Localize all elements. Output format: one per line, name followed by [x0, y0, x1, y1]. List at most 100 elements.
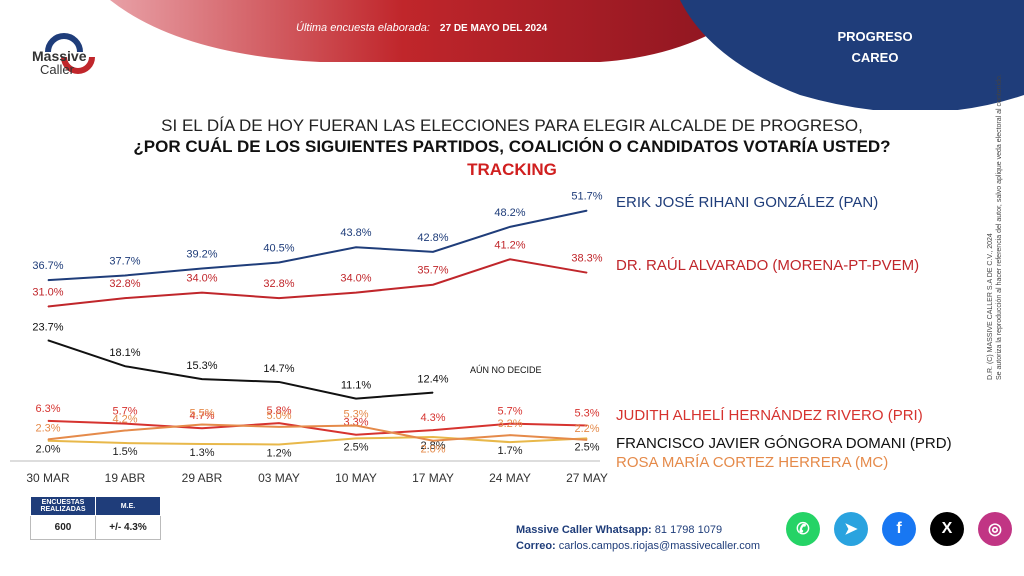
margin-error-value: +/- 4.3%	[95, 515, 161, 540]
data-label-pan: 42.8%	[417, 232, 448, 244]
data-label-mc: 5.0%	[266, 410, 291, 422]
whatsapp-icon[interactable]: ✆	[786, 512, 820, 546]
question-line1: SI EL DÍA DE HOY FUERAN LAS ELECCIONES P…	[161, 116, 863, 135]
data-label-morena: 38.3%	[571, 253, 602, 265]
survey-date-value: 27 DE MAYO DEL 2024	[439, 23, 548, 34]
question-line2: ¿POR CUÁL DE LOS SIGUIENTES PARTIDOS, CO…	[133, 137, 891, 156]
data-point-undecided	[124, 365, 126, 367]
data-point-mc	[509, 434, 511, 436]
data-point-mc	[124, 430, 126, 432]
margin-error-header: M.E.	[95, 496, 161, 516]
data-label-morena: 34.0%	[340, 273, 371, 285]
data-label-morena: 32.8%	[109, 278, 140, 290]
data-label-undecided: 23.7%	[32, 321, 63, 333]
data-point-morena	[124, 297, 126, 299]
series-line-prd	[47, 436, 588, 446]
data-point-mc	[432, 440, 434, 442]
data-label-mc: 2.3%	[35, 422, 60, 434]
data-point-morena	[47, 305, 49, 307]
sample-size-value: 600	[30, 515, 96, 540]
data-label-pan: 40.5%	[263, 243, 294, 255]
data-label-prd: 2.8%	[420, 440, 445, 452]
data-point-morena	[432, 284, 434, 286]
data-label-morena: 31.0%	[32, 286, 63, 298]
data-point-prd	[124, 442, 126, 444]
data-point-mc	[355, 424, 357, 426]
data-point-pan	[355, 246, 357, 248]
x-tick-label: 19 ABR	[105, 471, 146, 485]
instagram-icon[interactable]: ◎	[978, 512, 1012, 546]
data-point-pri	[278, 422, 280, 424]
data-point-pan	[278, 262, 280, 263]
data-point-morena	[586, 272, 588, 274]
legend-morena: DR. RAÚL ALVARADO (MORENA-PT-PVEM)	[616, 257, 919, 274]
data-point-pan	[124, 274, 126, 276]
legend-pri: JUDITH ALHELÍ HERNÁNDEZ RIVERO (PRI)	[616, 407, 923, 424]
data-point-undecided	[47, 339, 49, 341]
data-point-undecided	[355, 398, 357, 400]
legend-undecided: AÚN NO DECIDE	[470, 365, 542, 375]
x-icon[interactable]: X	[930, 512, 964, 546]
data-point-prd	[201, 443, 203, 445]
data-label-pri: 6.3%	[35, 403, 60, 415]
data-label-prd: 1.7%	[497, 445, 522, 457]
data-point-mc	[278, 426, 280, 428]
series-line-pan	[47, 209, 588, 282]
data-label-mc: 4.2%	[112, 414, 137, 426]
data-label-pri: 5.7%	[112, 406, 137, 418]
region-label: PROGRESO CAREO	[820, 26, 930, 68]
data-label-morena: 35.7%	[417, 265, 448, 277]
data-point-pri	[586, 424, 588, 426]
data-label-pan: 36.7%	[32, 260, 63, 272]
data-label-mc: 3.2%	[497, 418, 522, 430]
data-label-undecided: 14.7%	[263, 363, 294, 375]
data-label-mc: 5.3%	[343, 408, 368, 420]
survey-date: Última encuesta elaborada: 27 DE MAYO DEL…	[296, 22, 547, 34]
data-point-pan	[47, 279, 49, 281]
data-point-pri	[201, 427, 203, 429]
data-label-pri: 4.3%	[420, 412, 445, 424]
data-point-pan	[432, 251, 434, 253]
brand-name-line2: Caller	[40, 62, 74, 77]
x-tick-label: 17 MAY	[412, 471, 454, 485]
data-point-undecided	[432, 392, 434, 394]
data-label-undecided: 15.3%	[186, 360, 217, 372]
data-label-mc: 5.5%	[189, 408, 214, 420]
region-line2: CAREO	[851, 50, 899, 65]
data-point-pan	[201, 268, 203, 270]
data-label-prd: 1.2%	[266, 447, 291, 459]
data-point-prd	[47, 440, 49, 442]
data-point-mc	[47, 438, 49, 440]
sample-size-header: ENCUESTAS REALIZADAS	[30, 496, 96, 516]
data-point-pri	[124, 423, 126, 425]
data-point-prd	[355, 437, 357, 439]
data-point-prd	[586, 437, 588, 439]
data-label-undecided: 11.1%	[341, 380, 372, 392]
x-tick-label: 03 MAY	[258, 471, 300, 485]
data-label-pan: 39.2%	[186, 249, 217, 261]
data-label-morena: 41.2%	[494, 239, 525, 251]
data-label-pan: 37.7%	[109, 255, 140, 267]
data-label-morena: 32.8%	[263, 278, 294, 290]
x-tick-label: 24 MAY	[489, 471, 531, 485]
social-icons: ✆ ➤ f X ◎	[786, 512, 1012, 546]
whatsapp-number[interactable]: 81 1798 1079	[654, 524, 723, 536]
data-point-pri	[509, 423, 511, 425]
data-point-undecided	[278, 381, 280, 383]
region-line1: PROGRESO	[837, 29, 913, 44]
telegram-icon[interactable]: ➤	[834, 512, 868, 546]
data-point-pri	[432, 429, 434, 431]
data-point-prd	[278, 443, 280, 445]
data-label-pri: 5.8%	[266, 405, 291, 417]
data-point-morena	[355, 292, 357, 294]
chart-title: TRACKING	[467, 160, 557, 179]
data-label-prd: 2.5%	[343, 441, 368, 453]
massive-caller-logo	[45, 33, 95, 74]
legend-pan: ERIK JOSÉ RIHANI GONZÁLEZ (PAN)	[616, 194, 878, 211]
email-address[interactable]: carlos.campos.riojas@massivecaller.com	[558, 540, 761, 552]
data-label-prd: 2.5%	[574, 441, 599, 453]
x-tick-label: 29 ABR	[182, 471, 223, 485]
facebook-icon[interactable]: f	[882, 512, 916, 546]
data-label-prd: 1.3%	[189, 447, 214, 459]
data-label-mc: 2.0%	[420, 444, 445, 456]
